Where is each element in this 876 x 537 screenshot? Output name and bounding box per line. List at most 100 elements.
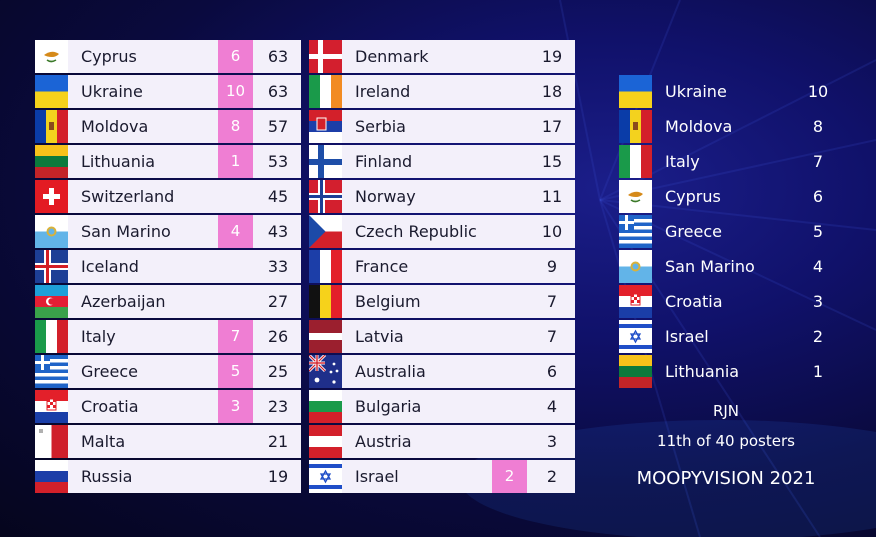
- latvia-flag-icon: [309, 320, 342, 353]
- total-score: 25: [267, 362, 289, 381]
- scoreboard-row: Israel 2 2: [309, 460, 575, 493]
- scoreboard-row: Australia 6: [309, 355, 575, 388]
- total-score: 19: [267, 467, 289, 486]
- country-name: Lithuania: [81, 152, 156, 171]
- points-given: 8: [812, 117, 824, 136]
- given-points-row: San Marino 4: [619, 250, 833, 283]
- points-received-badge: 10: [218, 75, 253, 108]
- scoreboard-row: Norway 11: [309, 180, 575, 213]
- points-received-badge: 2: [492, 460, 527, 493]
- total-score: 4: [546, 397, 558, 416]
- lithuania-flag-icon: [35, 145, 68, 178]
- total-score: 11: [541, 187, 563, 206]
- country-name: Russia: [81, 467, 133, 486]
- ireland-flag-icon: [309, 75, 342, 108]
- country-name: San Marino: [81, 222, 171, 241]
- country-name: Greece: [81, 362, 138, 381]
- scoreboard-row: Ireland 18: [309, 75, 575, 108]
- country-name: Azerbaijan: [81, 292, 166, 311]
- belgium-flag-icon: [309, 285, 342, 318]
- points-received-badge: 3: [218, 390, 253, 423]
- iceland-flag-icon: [35, 250, 68, 283]
- country-name: Moldova: [81, 117, 149, 136]
- scoreboard-row: Serbia 17: [309, 110, 575, 143]
- given-points-row: Ukraine 10: [619, 75, 833, 108]
- total-score: 6: [546, 362, 558, 381]
- croatia-flag-icon: [619, 285, 652, 318]
- total-score: 17: [541, 117, 563, 136]
- total-score: 53: [267, 152, 289, 171]
- czech-flag-icon: [309, 215, 342, 248]
- given-points-list: Ukraine 10 Moldova 8 Italy 7 Cyprus 6 Greece 5 San…: [619, 75, 833, 390]
- switzerland-flag-icon: [35, 180, 68, 213]
- scoreboard-row: Finland 15: [309, 145, 575, 178]
- scoreboard-row: Lithuania 1 53: [35, 145, 301, 178]
- australia-flag-icon: [309, 355, 342, 388]
- scoreboard-row: Greece 5 25: [35, 355, 301, 388]
- country-name: Latvia: [355, 327, 404, 346]
- country-name: Lithuania: [665, 362, 740, 381]
- scoreboard-row: Ukraine 10 63: [35, 75, 301, 108]
- points-received-badge: 1: [218, 145, 253, 178]
- scoreboard-column-2: Denmark 19 Ireland 18 Serbia 17 Finland 15 Norwa…: [309, 40, 575, 495]
- rank-text: 11th of 40 posters: [657, 432, 795, 450]
- points-given: 1: [812, 362, 824, 381]
- scoreboard-row: Denmark 19: [309, 40, 575, 73]
- points-received-badge: 7: [218, 320, 253, 353]
- country-name: Czech Republic: [355, 222, 477, 241]
- country-name: Croatia: [81, 397, 139, 416]
- moldova-flag-icon: [619, 110, 652, 143]
- cyprus-flag-icon: [619, 180, 652, 213]
- total-score: 57: [267, 117, 289, 136]
- country-name: Denmark: [355, 47, 429, 66]
- points-given: 4: [812, 257, 824, 276]
- scoreboard-row: Moldova 8 57: [35, 110, 301, 143]
- italy-flag-icon: [35, 320, 68, 353]
- country-name: Cyprus: [665, 187, 721, 206]
- scoreboard-row: Austria 3: [309, 425, 575, 458]
- scoreboard-row: Cyprus 6 63: [35, 40, 301, 73]
- denmark-flag-icon: [309, 40, 342, 73]
- country-name: Cyprus: [81, 47, 137, 66]
- total-score: 3: [546, 432, 558, 451]
- bulgaria-flag-icon: [309, 390, 342, 423]
- total-score: 18: [541, 82, 563, 101]
- total-score: 27: [267, 292, 289, 311]
- country-name: Australia: [355, 362, 426, 381]
- moldova-flag-icon: [35, 110, 68, 143]
- total-score: 2: [546, 467, 558, 486]
- total-score: 21: [267, 432, 289, 451]
- serbia-flag-icon: [309, 110, 342, 143]
- points-received-badge: 4: [218, 215, 253, 248]
- country-name: Moldova: [665, 117, 733, 136]
- given-points-row: Croatia 3: [619, 285, 833, 318]
- points-given: 3: [812, 292, 824, 311]
- country-name: Italy: [665, 152, 700, 171]
- country-name: San Marino: [665, 257, 755, 276]
- scoreboard-row: Russia 19: [35, 460, 301, 493]
- greece-flag-icon: [35, 355, 68, 388]
- country-name: Finland: [355, 152, 413, 171]
- total-score: 63: [267, 82, 289, 101]
- russia-flag-icon: [35, 460, 68, 493]
- brand-title: MOOPYVISION 2021: [636, 468, 816, 489]
- points-received-badge: 8: [218, 110, 253, 143]
- country-name: Norway: [355, 187, 416, 206]
- france-flag-icon: [309, 250, 342, 283]
- points-given: 10: [807, 82, 829, 101]
- scoreboard-row: Azerbaijan 27: [35, 285, 301, 318]
- country-name: Belgium: [355, 292, 421, 311]
- country-name: Switzerland: [81, 187, 175, 206]
- given-points-row: Greece 5: [619, 215, 833, 248]
- total-score: 33: [267, 257, 289, 276]
- country-name: Greece: [665, 222, 722, 241]
- total-score: 45: [267, 187, 289, 206]
- points-received-badge: 6: [218, 40, 253, 73]
- scoreboard-row: Czech Republic 10: [309, 215, 575, 248]
- country-name: Ukraine: [665, 82, 727, 101]
- ukraine-flag-icon: [35, 75, 68, 108]
- points-given: 5: [812, 222, 824, 241]
- austria-flag-icon: [309, 425, 342, 458]
- total-score: 26: [267, 327, 289, 346]
- given-points-row: Cyprus 6: [619, 180, 833, 213]
